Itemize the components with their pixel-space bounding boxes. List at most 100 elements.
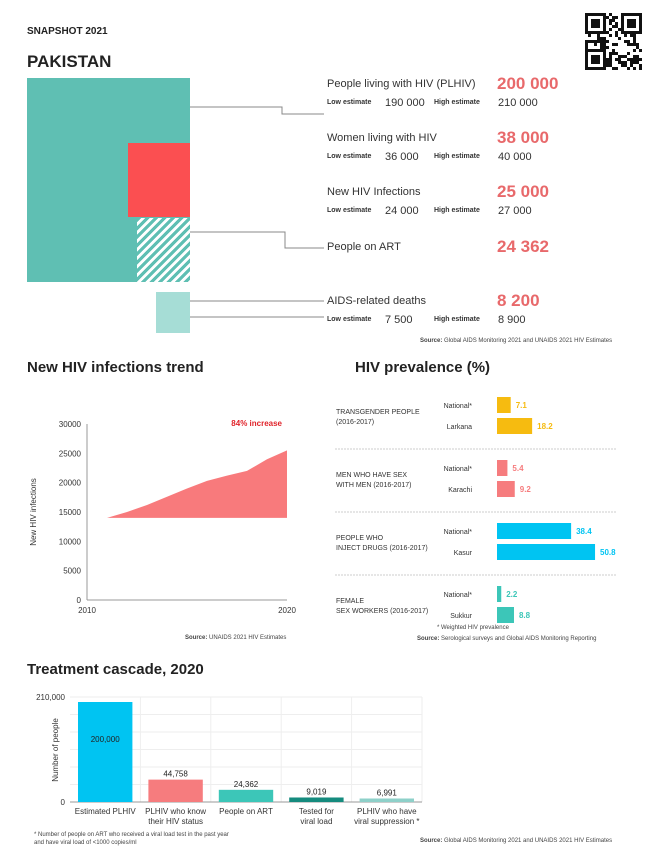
bar-label: National* — [444, 529, 473, 536]
high-estimate-value: 8 900 — [498, 314, 526, 326]
qr-module — [585, 55, 588, 58]
group-label: WITH MEN (2016-2017) — [336, 482, 411, 489]
qr-module — [606, 64, 609, 67]
qr-module — [591, 13, 594, 16]
qr-module — [585, 40, 588, 43]
cascade-footnote-1: * Number of people on ART who received a… — [34, 832, 229, 838]
qr-module — [612, 16, 615, 19]
qr-module — [585, 61, 588, 64]
qr-module — [591, 22, 594, 25]
cascade-footnote-2: and have viral load of <1000 copies/ml — [34, 840, 137, 846]
trend-source: Source: UNAIDS 2021 HIV Estimates — [185, 635, 286, 641]
trend-title: New HIV infections trend — [27, 359, 204, 376]
qr-module — [624, 55, 627, 58]
qr-module — [609, 52, 612, 55]
summary-value: 8 200 — [497, 291, 540, 310]
y-tick-label: 210,000 — [36, 693, 65, 702]
bar-value-label: 24,362 — [234, 780, 259, 789]
qr-module — [630, 13, 633, 16]
low-estimate-label: Low estimate — [327, 207, 372, 214]
source-text: Serological surveys and Global AIDS Moni… — [441, 636, 597, 642]
qr-module — [597, 31, 600, 34]
qr-module — [609, 22, 612, 25]
bar-value: 50.8 — [600, 548, 616, 557]
qr-module — [597, 13, 600, 16]
qr-module — [636, 61, 639, 64]
qr-module — [633, 25, 636, 28]
qr-module — [639, 22, 642, 25]
cascade-bar — [359, 798, 414, 802]
qr-module — [585, 58, 588, 61]
summary-value: 25 000 — [497, 182, 549, 201]
qr-module — [606, 58, 609, 61]
qr-module — [600, 49, 603, 52]
qr-module — [633, 22, 636, 25]
qr-module — [585, 67, 588, 70]
bar-label: Karachi — [448, 487, 472, 494]
qr-module — [615, 34, 618, 37]
bar-value: 5.4 — [512, 464, 524, 473]
high-estimate-label: High estimate — [434, 316, 480, 323]
deaths-square — [156, 292, 190, 333]
bar-value: 7.1 — [516, 401, 528, 410]
qr-module — [591, 19, 594, 22]
qr-module — [621, 13, 624, 16]
qr-module — [603, 13, 606, 16]
qr-module — [606, 61, 609, 64]
qr-code-icon[interactable] — [585, 13, 643, 73]
qr-module — [639, 64, 642, 67]
qr-module — [588, 13, 591, 16]
qr-module — [591, 25, 594, 28]
qr-module — [639, 28, 642, 31]
qr-module — [585, 19, 588, 22]
qr-module — [594, 13, 597, 16]
qr-module — [609, 58, 612, 61]
bar-value: 2.2 — [506, 590, 518, 599]
qr-module — [588, 40, 591, 43]
prevalence-bar — [497, 460, 508, 476]
group-label: PEOPLE WHO — [336, 535, 384, 542]
qr-module — [585, 46, 588, 49]
low-estimate-label: Low estimate — [327, 316, 372, 323]
qr-module — [609, 19, 612, 22]
bar-value-label: 9,019 — [306, 787, 327, 796]
qr-module — [585, 16, 588, 19]
qr-module — [639, 19, 642, 22]
qr-module — [603, 28, 606, 31]
qr-module — [615, 31, 618, 34]
qr-module — [621, 61, 624, 64]
qr-module — [612, 49, 615, 52]
qr-module — [618, 37, 621, 40]
prevalence-source: Source: Serological surveys and Global A… — [417, 636, 596, 642]
qr-module — [627, 25, 630, 28]
prevalence-bar — [497, 418, 533, 434]
summary-value: 200 000 — [497, 74, 559, 93]
qr-module — [639, 31, 642, 34]
low-estimate-label: Low estimate — [327, 99, 372, 106]
source-text: Global AIDS Monitoring 2021 and UNAIDS 2… — [444, 838, 613, 844]
source-text: UNAIDS 2021 HIV Estimates — [209, 635, 287, 641]
group-label: (2016-2017) — [336, 419, 374, 426]
y-tick-label: 10000 — [59, 537, 82, 546]
qr-module — [603, 22, 606, 25]
qr-module — [603, 61, 606, 64]
qr-module — [615, 52, 618, 55]
qr-module — [633, 40, 636, 43]
qr-module — [600, 40, 603, 43]
qr-module — [603, 37, 606, 40]
qr-module — [585, 52, 588, 55]
qr-module — [621, 55, 624, 58]
qr-module — [603, 19, 606, 22]
qr-module — [624, 40, 627, 43]
qr-module — [633, 67, 636, 70]
qr-module — [636, 46, 639, 49]
qr-module — [594, 58, 597, 61]
qr-module — [597, 55, 600, 58]
qr-module — [618, 28, 621, 31]
qr-module — [594, 19, 597, 22]
y-tick-label: 0 — [77, 596, 82, 605]
qr-module — [630, 31, 633, 34]
qr-module — [585, 64, 588, 67]
summary-source: Source: Global AIDS Monitoring 2021 and … — [420, 338, 612, 344]
qr-module — [588, 67, 591, 70]
